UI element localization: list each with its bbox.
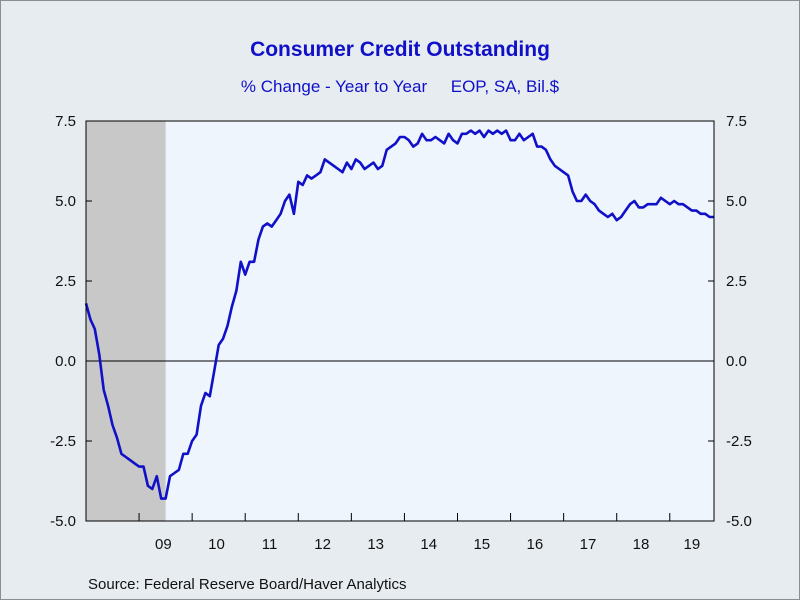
source-note: Source: Federal Reserve Board/Haver Anal… bbox=[88, 576, 407, 593]
x-tick-label: 12 bbox=[314, 536, 331, 553]
y-axis-right: 7.5 5.0 2.5 0.0 -2.5 -5.0 bbox=[708, 113, 752, 530]
y-tick-label-right: 2.5 bbox=[726, 273, 747, 290]
y-tick-label-right: 5.0 bbox=[726, 193, 747, 210]
x-tick-label: 17 bbox=[580, 536, 597, 553]
x-tick-label: 14 bbox=[420, 536, 437, 553]
plot-border bbox=[85, 120, 715, 522]
chart-subtitle: % Change - Year to Year EOP, SA, Bil.$ bbox=[240, 77, 560, 96]
x-tick-label: 09 bbox=[155, 536, 172, 553]
y-tick-label-right: -2.5 bbox=[726, 433, 752, 450]
series-line bbox=[84, 129, 714, 500]
x-tick-label: 11 bbox=[262, 536, 278, 553]
x-axis: 09 10 11 12 13 14 15 16 17 18 19 bbox=[138, 513, 701, 553]
y-tick-label-left: -5.0 bbox=[50, 513, 76, 530]
y-tick-label-right: 7.5 bbox=[726, 113, 747, 130]
x-tick-label: 18 bbox=[633, 536, 650, 553]
y-tick-label-left: 7.5 bbox=[55, 113, 76, 130]
y-tick-label-left: 0.0 bbox=[55, 353, 76, 370]
x-tick-label: 10 bbox=[208, 536, 225, 553]
x-tick-label: 16 bbox=[527, 536, 544, 553]
y-tick-label-left: -2.5 bbox=[50, 433, 76, 450]
x-tick-label: 13 bbox=[367, 536, 384, 553]
y-tick-label-left: 2.5 bbox=[55, 273, 76, 290]
x-tick-label: 19 bbox=[684, 536, 701, 553]
plot-area bbox=[86, 121, 714, 521]
y-axis-left: 7.5 5.0 2.5 0.0 -2.5 -5.0 bbox=[50, 113, 92, 530]
y-tick-label-left: 5.0 bbox=[55, 193, 76, 210]
y-tick-label-right: -5.0 bbox=[726, 513, 752, 530]
x-tick-label: 15 bbox=[473, 536, 490, 553]
y-tick-label-right: 0.0 bbox=[726, 353, 747, 370]
recession-shading bbox=[86, 121, 166, 521]
chart-title: Consumer Credit Outstanding bbox=[250, 38, 550, 61]
